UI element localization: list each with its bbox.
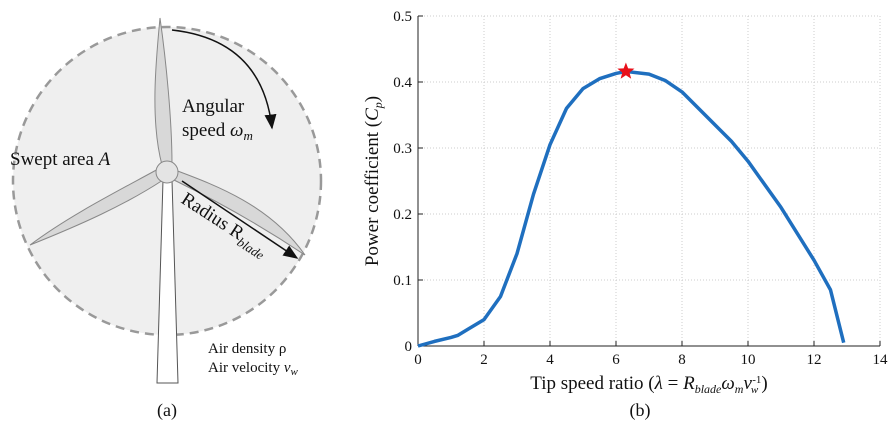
rotation-arrow [171, 29, 277, 130]
velocity-label: Air velocity vw [208, 360, 299, 378]
data-line [417, 69, 846, 348]
peak-marker [617, 62, 635, 79]
angular-label: Angular [182, 96, 245, 117]
x-tick-label: 4 [546, 352, 554, 368]
x-tick-label: 12 [807, 352, 822, 368]
caption: (b) [630, 400, 651, 421]
x-axis-label: Tip speed ratio (λ = Rbladeωmvw-1) [530, 373, 767, 396]
y-tick-label: 0.3 [393, 141, 412, 157]
angular-label: speed ωm [182, 120, 253, 143]
x-tick-label: 0 [414, 352, 422, 368]
turbine-diagram: Swept area A Angular speed ωm Radius Rbl… [10, 17, 323, 421]
x-tick-label: 6 [612, 352, 620, 368]
hub [155, 160, 179, 184]
x-tick-label: 2 [480, 352, 488, 368]
y-axis-label: Power coefficient (Cp) [362, 96, 385, 266]
blade [154, 17, 173, 166]
y-tick-label: 0.4 [393, 75, 412, 91]
x-tick-label: 10 [741, 352, 756, 368]
density-label: Air density ρ [208, 341, 286, 357]
y-tick-label: 0.1 [393, 273, 412, 289]
blade [29, 167, 164, 246]
y-tick-label: 0.2 [393, 207, 412, 223]
swept-label: Swept area A [10, 149, 111, 170]
x-tick-label: 14 [873, 352, 888, 368]
y-tick-label: 0 [405, 339, 413, 355]
caption: (a) [157, 400, 177, 421]
y-tick-label: 0.5 [393, 9, 412, 25]
x-tick-label: 8 [678, 352, 686, 368]
chart: (b) Tip speed ratio (λ = Rbladeωmvw-1) P… [362, 9, 888, 421]
radius-arrow [181, 180, 299, 259]
